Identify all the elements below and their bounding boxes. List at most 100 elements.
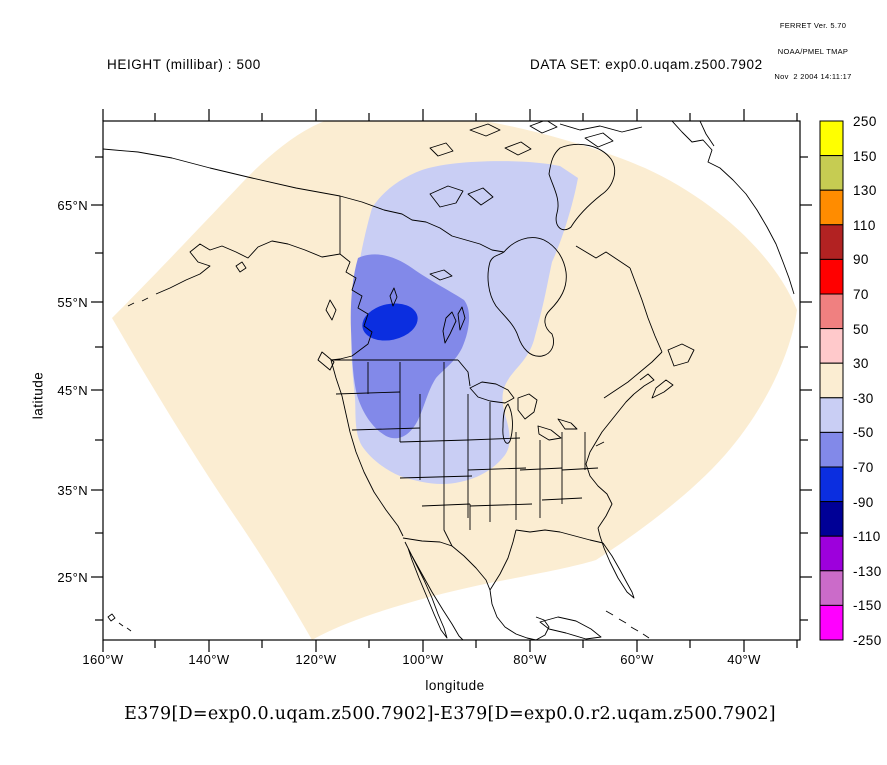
coastline-path: [467, 437, 521, 441]
colorbar-boundary-label: 110: [853, 217, 876, 233]
coastline-path: [469, 381, 515, 404]
axis-ticks: [91, 109, 812, 652]
y-tick-label: 35°N: [57, 483, 88, 498]
colorbar: [819, 120, 844, 641]
colorbar-boundary-label: -250: [853, 633, 882, 648]
colorbar-boundary-label: -110: [853, 529, 881, 545]
ferret-version-header: FERRET Ver. 5.70 NOAA/PMEL TMAP Nov 2 20…: [740, 5, 886, 99]
colorbar-cell: [819, 328, 844, 364]
colorbar-boundary-label: 30: [853, 356, 869, 372]
coastline-path: [103, 148, 341, 197]
coastline-path: [399, 475, 473, 479]
coastline-path: [429, 269, 453, 281]
coastline-path: [633, 373, 655, 395]
coastline-path: [411, 555, 464, 640]
coastline-path: [575, 245, 631, 269]
map-layers: [103, 121, 797, 640]
coastline-path: [529, 121, 558, 134]
coastline-path: [442, 311, 457, 344]
colorbar-cell: [819, 120, 844, 157]
ferret-version-line: FERRET Ver. 5.70: [779, 21, 847, 30]
coastline-path: [603, 351, 663, 399]
coastline-path: [325, 299, 337, 321]
x-tick-label: 100°W: [402, 652, 444, 667]
coastline-path: [118, 622, 124, 627]
coastline-path: [504, 141, 532, 156]
coastline-path: [429, 142, 454, 157]
coastline-path: [667, 343, 695, 367]
colorbar-boundary-label: 50: [853, 321, 869, 337]
coastline-path: [557, 418, 578, 430]
ferret-timestamp-line: Nov 2 2004 14:11:17: [774, 72, 852, 81]
coastline-path: [597, 527, 635, 599]
colorbar-cell: [819, 397, 844, 433]
colorbar-boundary-label: 250: [853, 114, 877, 129]
coastline-path: [537, 425, 562, 441]
coastline-path: [559, 123, 643, 133]
y-tick-label: 55°N: [57, 295, 88, 310]
coastline-path: [517, 393, 538, 420]
coastline-path: [699, 121, 715, 147]
y-tick-label: 45°N: [57, 383, 88, 398]
colorbar-boundary-label: -70: [853, 460, 874, 475]
coastline-path: [457, 359, 471, 387]
colorbar-cell: [819, 535, 844, 572]
colorbar-cell: [819, 466, 844, 503]
coastline-path: [561, 467, 599, 471]
coastline-path: [651, 379, 674, 399]
dataset-title: DATA SET: exp0.0.uqam.z500.7902: [530, 57, 763, 72]
coastline-path: [629, 267, 663, 353]
coastline-path: [541, 497, 583, 501]
coastline-path: [339, 195, 505, 253]
coastline-path: [584, 132, 614, 148]
coastline-path: [399, 439, 469, 443]
coastline-path: [642, 633, 650, 639]
coastline-path: [389, 287, 398, 307]
coastline-path: [330, 253, 404, 537]
colorbar-boundary-label: -90: [853, 494, 874, 510]
plot-frame: [102, 120, 801, 641]
coastline-path: [317, 351, 335, 371]
coastline-path: [429, 185, 464, 208]
coastline-path: [141, 297, 149, 302]
colorbar-cell: [819, 431, 844, 468]
y-tick-label: 65°N: [57, 198, 88, 213]
coastline-path: [469, 503, 533, 507]
coastline-path: [457, 306, 466, 331]
colorbar-cell: [819, 501, 844, 537]
expression-caption: E379[D=exp0.0.uqam.z500.7902]-E379[D=exp…: [124, 704, 776, 724]
colorbar-boundary-label: -30: [853, 390, 874, 406]
colorbar-cell: [819, 224, 844, 260]
colorbar-cell: [819, 155, 844, 191]
colorbar-boundary-label: -130: [853, 563, 882, 579]
coastline-path: [351, 427, 421, 431]
coastline-path: [630, 626, 639, 632]
colorbar-boundary-label: -150: [853, 598, 882, 614]
x-tick-label: 80°W: [513, 652, 547, 667]
field-title: HEIGHT (millibar) : 500: [107, 57, 261, 72]
colorbar-boundary-label: -50: [853, 425, 874, 441]
x-tick-label: 140°W: [188, 652, 230, 667]
colorbar-boundary-label: 70: [853, 287, 869, 302]
colorbar-cell: [819, 189, 844, 226]
coastline-path: [605, 610, 614, 616]
coastline-path: [404, 541, 448, 639]
coastline-path: [519, 467, 563, 471]
coastline-path: [487, 237, 567, 357]
coastline-path: [618, 618, 627, 624]
y-tick-label: 25°N: [57, 570, 88, 585]
coastline-path: [585, 393, 635, 529]
coastline-path: [335, 391, 401, 395]
colorbar-cell: [819, 258, 844, 295]
coastline-path: [489, 589, 550, 640]
coastline-path: [107, 613, 116, 622]
coastline-path: [402, 537, 491, 591]
coastline-path: [539, 616, 602, 640]
colorbar-cell: [819, 362, 844, 399]
x-tick-label: 60°W: [620, 652, 654, 667]
coastline-path: [127, 302, 135, 307]
coastline-path: [502, 403, 513, 444]
coastline-path: [126, 627, 132, 632]
